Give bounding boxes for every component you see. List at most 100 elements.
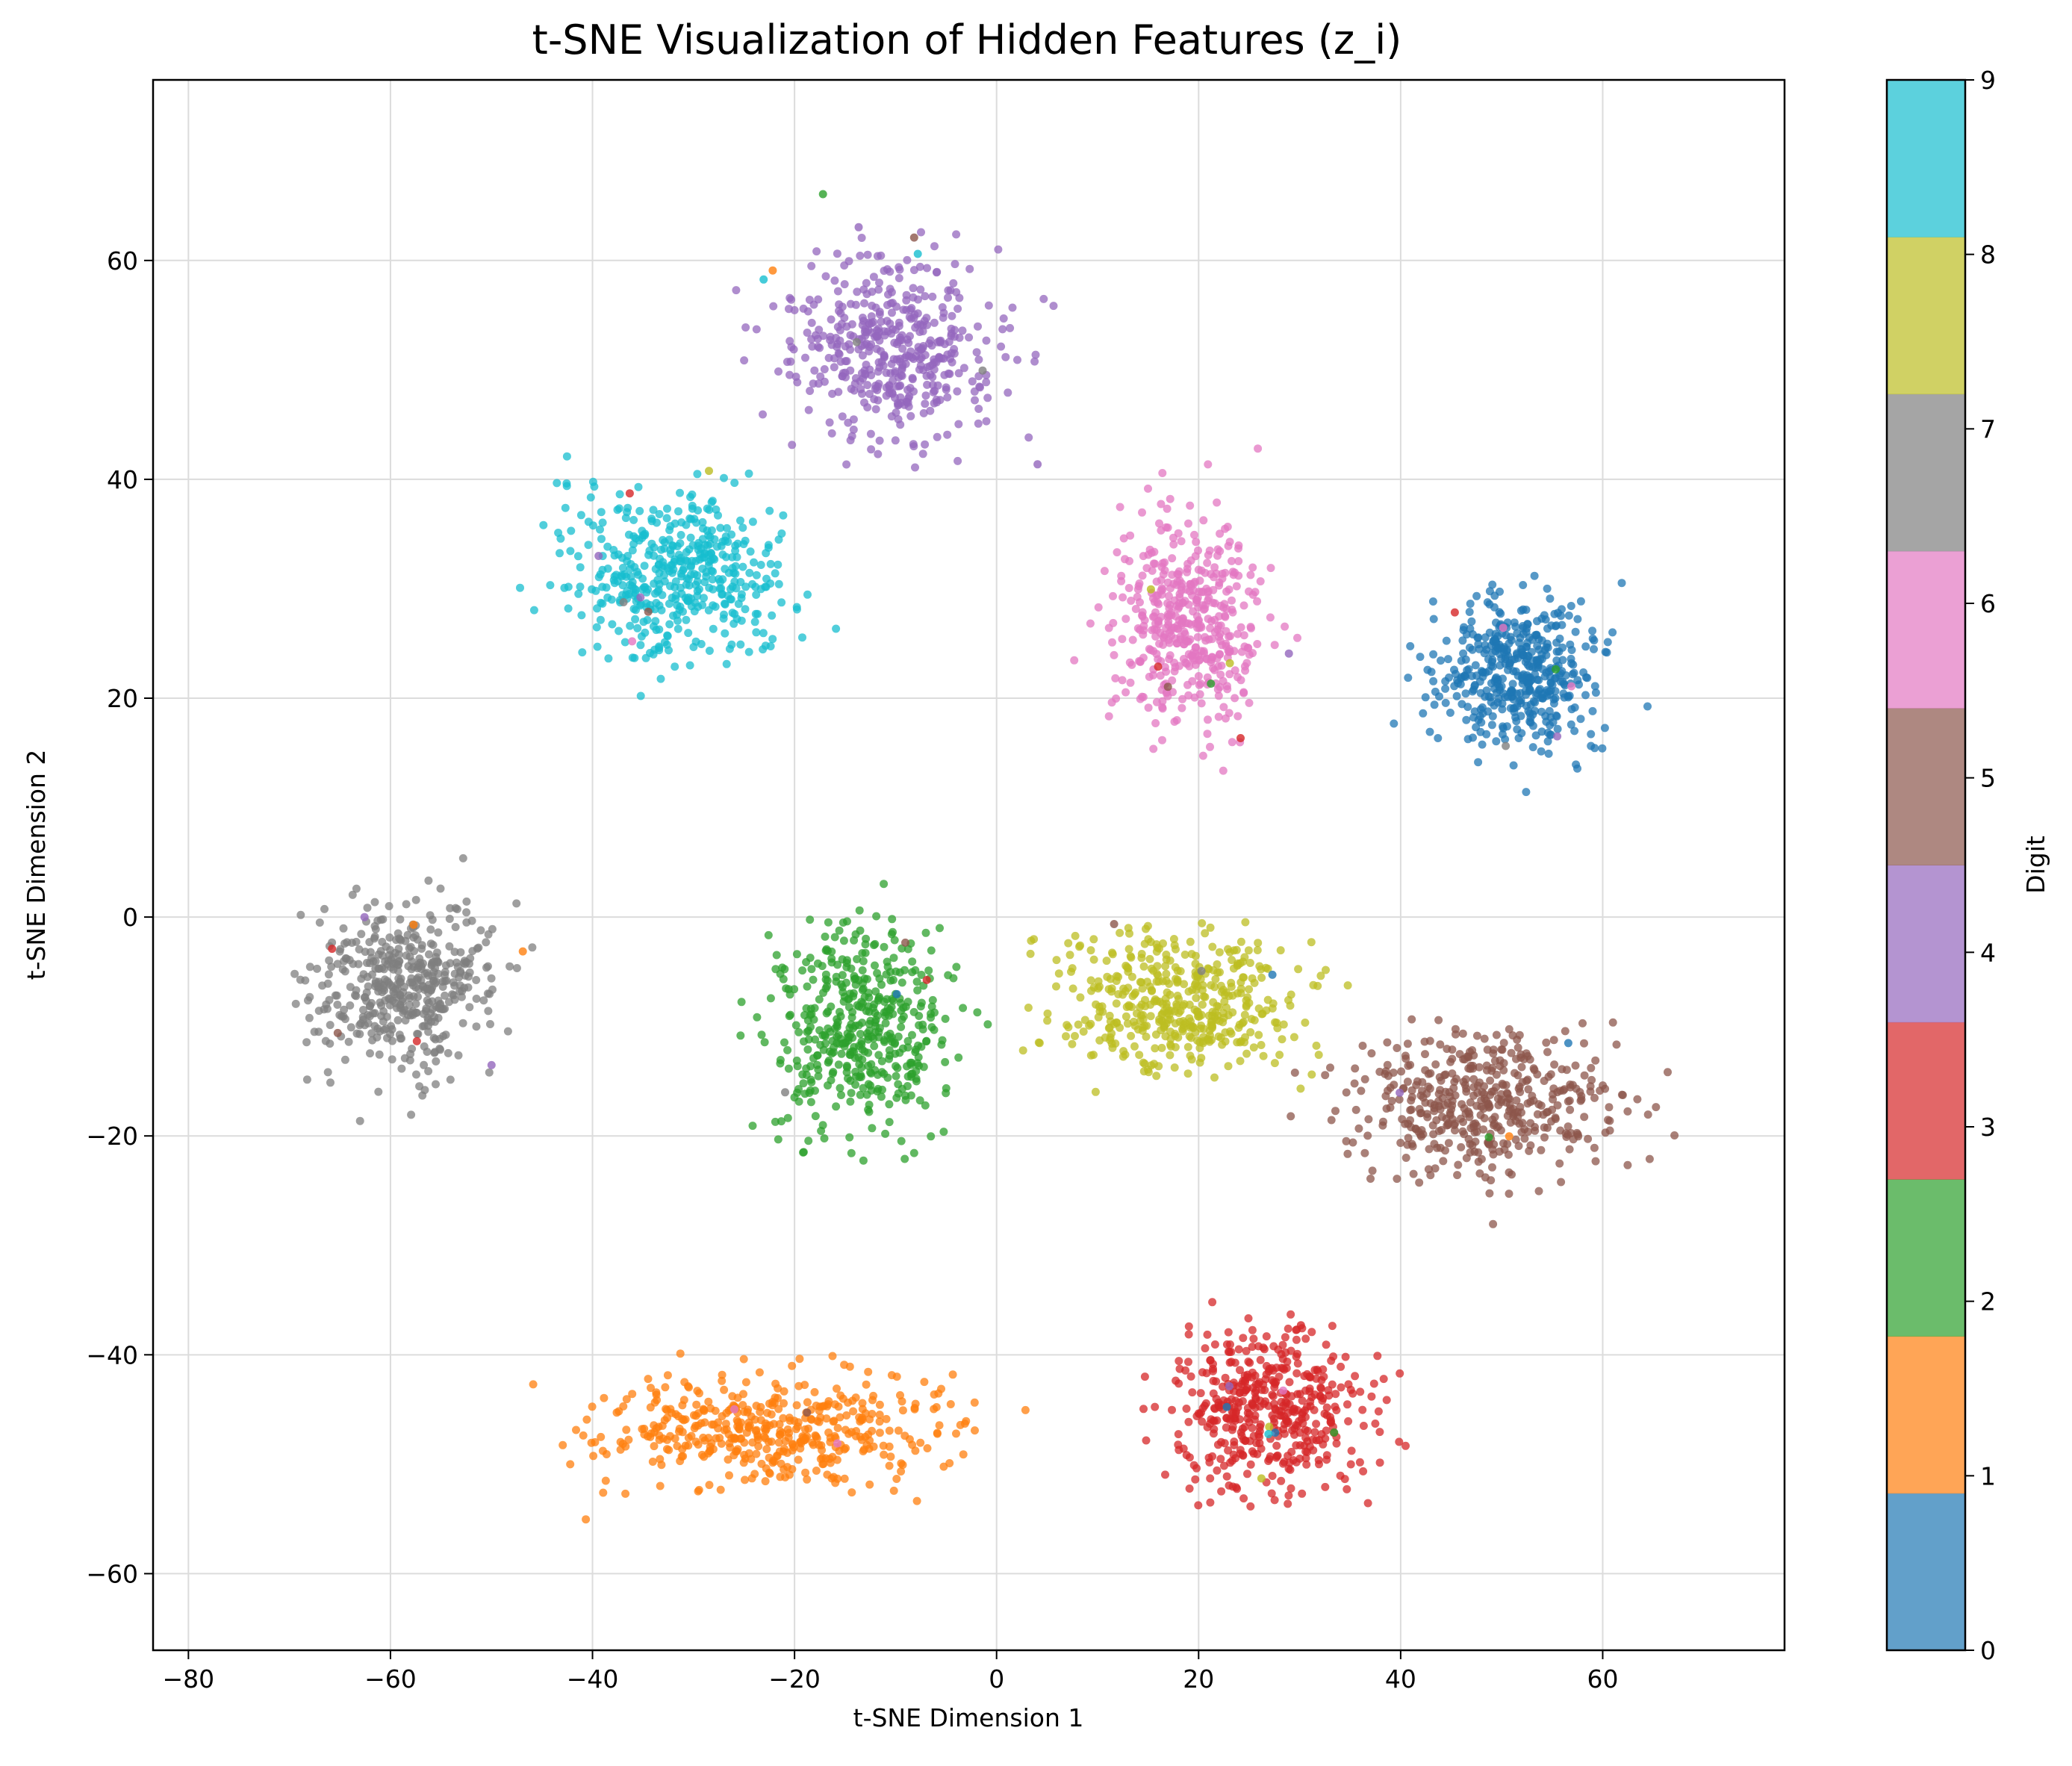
scatter-point — [1166, 494, 1175, 503]
scatter-point — [873, 252, 882, 261]
scatter-point — [366, 1001, 375, 1010]
scatter-point — [434, 996, 443, 1005]
scatter-point — [512, 964, 521, 972]
scatter-point — [1425, 727, 1434, 736]
scatter-point — [1234, 1345, 1243, 1354]
scatter-point — [807, 318, 816, 327]
scatter-point — [856, 1090, 865, 1099]
scatter-point — [1515, 1119, 1524, 1128]
scatter-point — [1246, 570, 1255, 579]
scatter-point — [950, 332, 959, 341]
scatter-point — [1193, 619, 1202, 628]
scatter-point — [597, 508, 606, 517]
scatter-point — [1558, 656, 1567, 665]
scatter-point — [665, 1446, 673, 1455]
scatter-point — [1144, 703, 1153, 712]
scatter-point — [425, 950, 433, 959]
scatter-point — [1561, 1027, 1569, 1036]
scatter-point — [1030, 935, 1039, 944]
scatter-point — [867, 371, 876, 379]
scatter-point — [426, 925, 435, 934]
scatter-point — [671, 662, 679, 671]
scatter-point — [882, 1414, 891, 1423]
scatter-point — [916, 285, 925, 294]
scatter-point — [1505, 1025, 1513, 1033]
scatter-point — [327, 963, 336, 971]
scatter-point — [655, 601, 664, 610]
scatter-point — [402, 900, 411, 909]
scatter-point — [588, 1402, 597, 1411]
scatter-point — [1289, 1033, 1298, 1042]
scatter-point — [1546, 730, 1555, 739]
scatter-point — [798, 966, 807, 975]
scatter-point — [666, 582, 674, 591]
scatter-point — [1240, 1376, 1249, 1385]
scatter-point — [1434, 734, 1443, 742]
scatter-point — [780, 1387, 788, 1396]
scatter-point — [1114, 972, 1123, 981]
scatter-point — [972, 348, 981, 357]
scatter-point — [589, 1452, 598, 1461]
scatter-point — [1168, 676, 1177, 685]
scatter-point — [821, 946, 830, 955]
scatter-point — [1406, 1116, 1414, 1125]
scatter-point — [1475, 1169, 1484, 1178]
scatter-point — [1197, 699, 1206, 708]
scatter-point — [1152, 1072, 1161, 1081]
scatter-point — [1290, 1069, 1299, 1077]
scatter-point — [899, 1012, 908, 1021]
scatter-point — [1506, 1118, 1515, 1127]
scatter-point — [794, 1455, 803, 1464]
scatter-point — [1227, 983, 1236, 991]
scatter-point — [406, 1050, 415, 1058]
scatter-point — [476, 926, 485, 935]
scatter-point — [815, 1417, 824, 1426]
scatter-point — [598, 599, 607, 608]
scatter-point — [1180, 980, 1189, 989]
scatter-point — [1314, 1455, 1323, 1464]
scatter-point — [1514, 734, 1523, 742]
scatter-point — [887, 287, 896, 296]
scatter-point — [336, 945, 345, 954]
scatter-point — [690, 607, 699, 616]
scatter-point — [1486, 1076, 1495, 1085]
scatter-point — [1207, 570, 1216, 579]
scatter-point — [615, 490, 624, 499]
scatter-point — [698, 517, 707, 526]
scatter-point — [1479, 1125, 1488, 1134]
scatter-point — [851, 1081, 860, 1089]
scatter-point — [1498, 1079, 1507, 1088]
x-axis-label: t-SNE Dimension 1 — [853, 1703, 1084, 1732]
scatter-point — [850, 936, 859, 945]
scatter-point — [1292, 1441, 1301, 1450]
scatter-point — [836, 336, 844, 345]
scatter-point — [1428, 597, 1437, 606]
scatter-point — [1492, 1030, 1501, 1039]
scatter-point — [735, 1434, 744, 1443]
scatter-point — [998, 325, 1007, 334]
scatter-point — [752, 1449, 761, 1458]
scatter-point — [411, 1008, 420, 1017]
scatter-point — [1496, 661, 1505, 670]
scatter-point — [921, 928, 930, 937]
scatter-point — [868, 1426, 877, 1435]
scatter-point — [886, 299, 895, 308]
scatter-point — [1590, 1143, 1599, 1152]
scatter-point — [647, 1384, 655, 1393]
colorbar-segment — [1887, 1336, 1965, 1494]
scatter-point — [1403, 1039, 1412, 1048]
scatter-point — [1203, 730, 1212, 739]
scatter-point — [1203, 559, 1212, 568]
scatter-point — [424, 1067, 433, 1075]
scatter-point — [1215, 1403, 1224, 1412]
scatter-point — [756, 561, 765, 569]
scatter-point — [450, 995, 459, 1004]
scatter-point — [933, 432, 942, 441]
scatter-point — [1210, 563, 1219, 572]
scatter-point — [1492, 737, 1501, 746]
colorbar-tick-label: 6 — [1980, 589, 1996, 618]
scatter-point — [656, 1481, 665, 1490]
scatter-point — [394, 950, 403, 959]
scatter-point — [1478, 672, 1487, 681]
scatter-point — [679, 1396, 688, 1405]
